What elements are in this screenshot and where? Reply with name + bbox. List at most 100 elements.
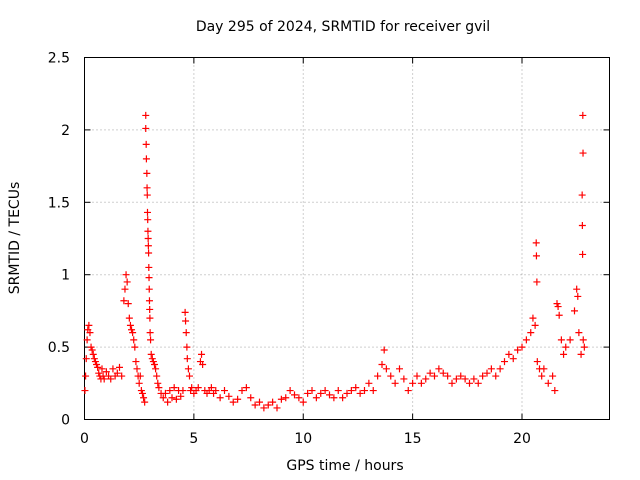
data-point	[181, 308, 189, 316]
data-point	[107, 375, 115, 383]
data-point	[573, 285, 581, 293]
data-point	[143, 191, 151, 199]
data-point	[136, 372, 144, 380]
data-point	[518, 343, 526, 351]
data-point	[529, 314, 537, 322]
data-point	[135, 379, 143, 387]
data-point	[396, 365, 403, 373]
data-point	[130, 336, 138, 344]
data-point	[557, 336, 565, 344]
data-point	[554, 303, 562, 311]
data-point	[225, 392, 233, 400]
data-point	[571, 307, 578, 315]
data-point	[234, 395, 242, 403]
data-point	[138, 389, 146, 397]
data-point	[256, 398, 263, 406]
data-point	[145, 263, 153, 271]
data-point	[579, 149, 587, 157]
data-point	[142, 140, 150, 148]
data-point	[164, 398, 172, 406]
data-point	[132, 358, 140, 366]
data-point	[161, 389, 169, 397]
data-point	[578, 221, 586, 229]
data-point	[448, 379, 456, 387]
data-point	[544, 379, 552, 387]
data-point	[461, 375, 469, 383]
data-point	[159, 394, 167, 402]
data-point	[216, 394, 224, 402]
data-point	[133, 365, 141, 373]
data-point	[146, 314, 154, 322]
data-point	[343, 389, 351, 397]
data-point	[184, 365, 192, 373]
data-point	[533, 358, 541, 366]
data-point	[555, 311, 563, 319]
data-point	[238, 387, 246, 395]
data-point	[574, 292, 582, 300]
data-point	[82, 372, 90, 380]
data-point	[221, 387, 228, 395]
data-point	[82, 355, 90, 363]
data-point	[144, 235, 152, 242]
data-point	[146, 305, 154, 313]
data-point	[409, 379, 417, 387]
data-point	[549, 372, 557, 380]
data-point	[170, 384, 178, 392]
data-point	[143, 169, 151, 177]
x-tick-label: 20	[513, 431, 531, 447]
data-point	[207, 384, 215, 392]
data-point	[380, 346, 388, 354]
data-point	[577, 350, 585, 358]
data-point	[444, 372, 452, 380]
axis-ticks: 0 5 10 15 20 0 0.5 1 1.5 2 2.5	[48, 51, 610, 447]
data-point	[113, 369, 121, 377]
data-point	[466, 379, 473, 387]
data-point	[532, 239, 540, 247]
data-point	[417, 379, 425, 387]
x-axis-title: GPS time / hours	[286, 458, 403, 474]
data-point	[356, 389, 364, 397]
data-point	[317, 389, 325, 397]
data-point	[260, 404, 268, 412]
data-point	[339, 394, 347, 402]
data-point	[145, 285, 153, 293]
data-point	[116, 363, 123, 371]
data-point	[286, 387, 294, 395]
data-point	[182, 329, 190, 337]
data-point	[522, 336, 530, 344]
y-tick-label: 1	[61, 268, 70, 284]
data-point	[474, 379, 482, 387]
data-point	[143, 184, 151, 192]
data-point	[131, 343, 139, 351]
data-point	[126, 321, 134, 329]
data-point	[579, 250, 587, 258]
data-point	[142, 124, 150, 132]
data-point	[304, 389, 312, 397]
data-point	[347, 387, 355, 395]
data-point	[177, 392, 185, 400]
data-point	[242, 384, 250, 392]
x-tick-label: 10	[294, 431, 312, 447]
data-point	[120, 297, 128, 305]
data-point	[531, 321, 539, 329]
data-point	[387, 372, 395, 380]
data-point	[144, 216, 152, 224]
data-point	[198, 350, 206, 358]
data-point	[312, 394, 320, 402]
data-point	[321, 387, 329, 395]
data-point	[212, 387, 220, 395]
plot-frame	[84, 57, 610, 420]
chart-title: Day 295 of 2024, SRMTID for receiver gvi…	[196, 19, 490, 35]
data-point	[533, 278, 541, 286]
data-point	[172, 395, 180, 403]
data-point	[540, 365, 548, 373]
data-point	[155, 384, 163, 392]
data-point	[83, 336, 91, 344]
data-point	[89, 350, 97, 358]
data-point	[142, 155, 150, 163]
y-tick-label: 2.5	[48, 51, 70, 67]
data-point	[579, 336, 587, 344]
data-point	[580, 343, 588, 351]
data-point	[330, 394, 338, 402]
data-point	[374, 372, 382, 380]
